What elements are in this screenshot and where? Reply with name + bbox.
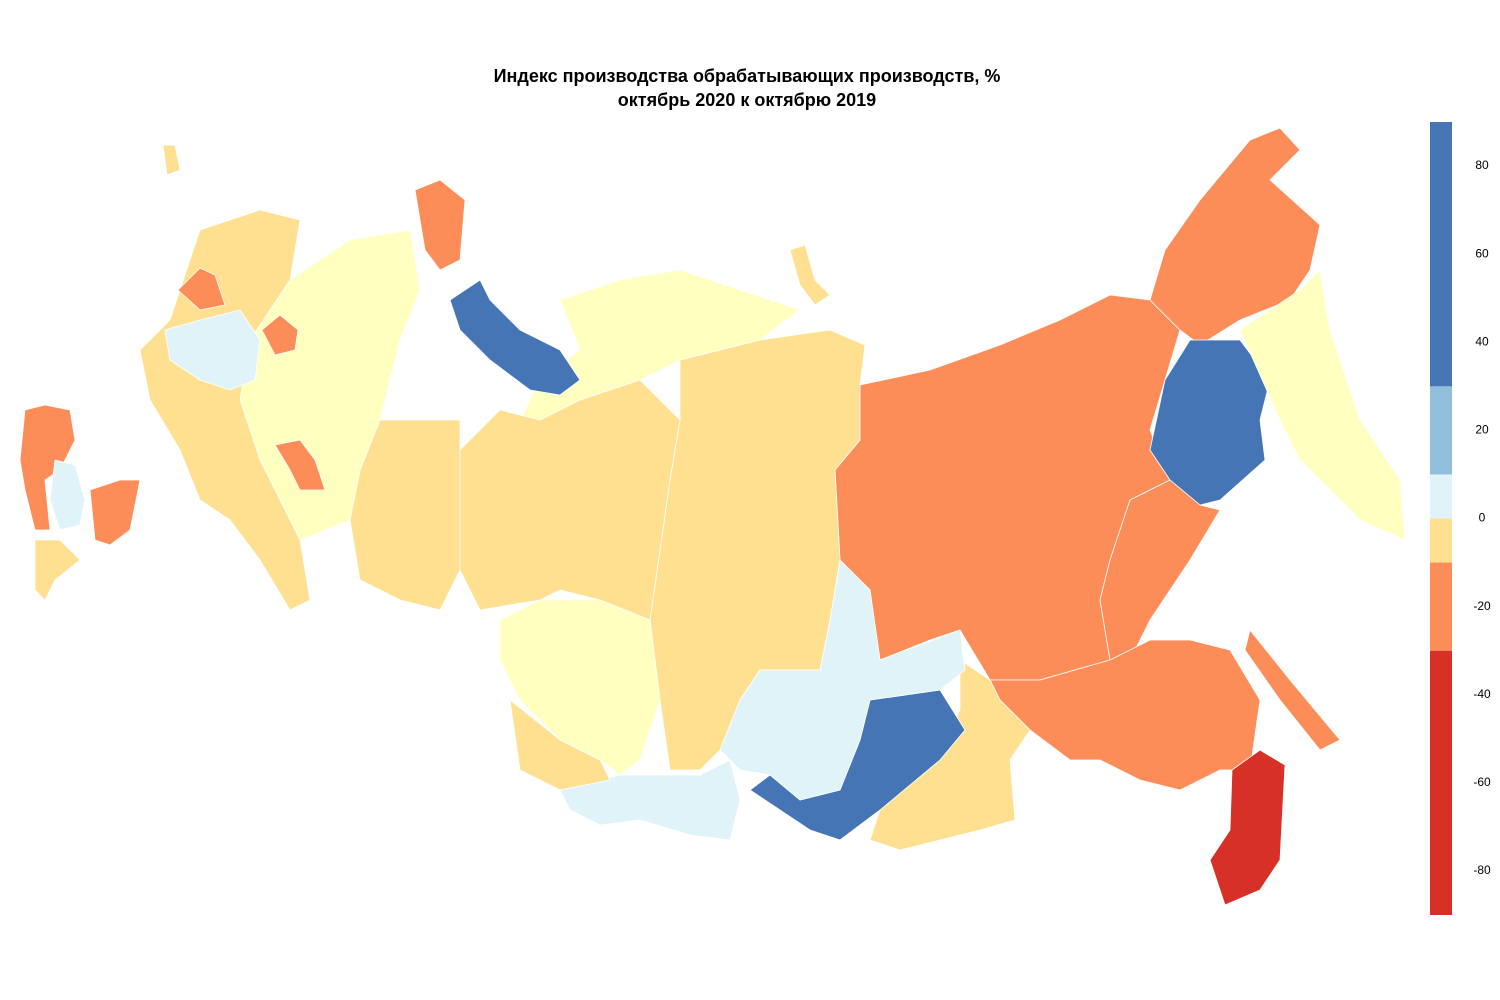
- region: [459, 379, 681, 621]
- colorbar-tick-label: 0: [1479, 511, 1486, 525]
- region: [499, 599, 661, 776]
- region: [1099, 479, 1221, 661]
- map-title: Индекс производства обрабатывающих произ…: [494, 66, 1001, 86]
- region: [509, 699, 611, 791]
- colorbar-tick-label: -40: [1473, 687, 1491, 701]
- colorbar-bin: [1430, 562, 1452, 651]
- colorbar-bin: [1430, 518, 1452, 563]
- region: [449, 279, 581, 396]
- colorbar-bin: [1430, 122, 1452, 387]
- region: [34, 539, 81, 601]
- colorbar-tick-label: 60: [1475, 246, 1489, 260]
- colorbar-bin: [1430, 650, 1452, 915]
- colorbar-bin: [1430, 386, 1452, 475]
- region: [1239, 269, 1406, 541]
- region: [89, 479, 141, 546]
- region: [274, 439, 326, 491]
- colorbar-tick-label: 80: [1475, 158, 1489, 172]
- colorbar-tick-label: 40: [1475, 334, 1489, 348]
- colorbar-tick-label: -20: [1473, 599, 1491, 613]
- region: [261, 314, 299, 356]
- region: [162, 144, 181, 176]
- region: [789, 244, 831, 306]
- colorbar-bin: [1430, 474, 1452, 519]
- map-subtitle: октябрь 2020 к октябрю 2019: [618, 90, 876, 110]
- colorbar-tick-label: -60: [1473, 775, 1491, 789]
- region: [1149, 339, 1271, 506]
- region: [177, 267, 226, 311]
- colorbar-tick-label: 20: [1475, 423, 1489, 437]
- region: [49, 459, 86, 531]
- region: [1244, 629, 1341, 751]
- region: [139, 209, 311, 611]
- colorbar-tick-label: -80: [1473, 863, 1491, 877]
- region: [164, 309, 261, 391]
- region: [414, 179, 466, 271]
- region: [1209, 749, 1286, 906]
- region: [19, 404, 76, 531]
